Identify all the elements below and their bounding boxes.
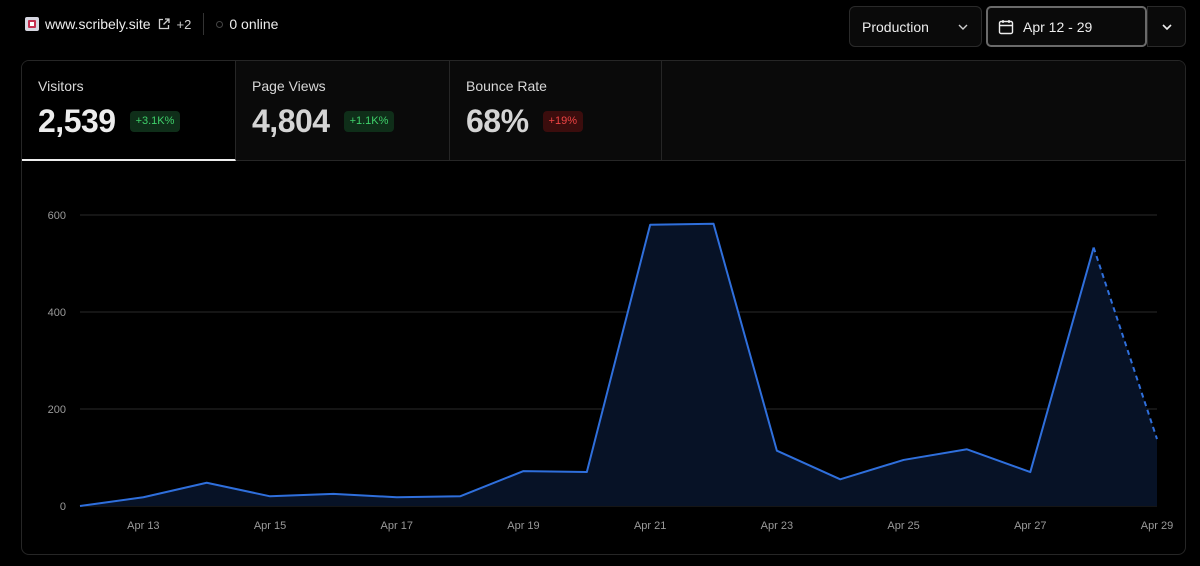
area-fill — [80, 223, 1157, 507]
stat-label: Page Views — [252, 78, 326, 94]
date-range-button[interactable]: Apr 12 - 29 — [986, 6, 1147, 47]
online-status-dot-icon — [216, 20, 224, 28]
y-tick-label: 200 — [48, 404, 66, 416]
online-count: 0 online — [229, 16, 279, 32]
x-tick-label: Apr 23 — [761, 520, 793, 532]
x-tick-label: Apr 27 — [1014, 520, 1046, 532]
top-bar: www.scribely.site +2 0 online Production… — [0, 0, 1200, 56]
series-line — [79, 222, 1095, 507]
x-tick-label: Apr 15 — [254, 520, 286, 532]
x-tick-label: Apr 17 — [381, 520, 413, 532]
site-favicon-icon — [25, 17, 39, 31]
projected-line-segment — [1092, 247, 1158, 440]
stat-value: 4,804 — [252, 103, 330, 139]
stat-change-badge: +19% — [542, 110, 583, 132]
stat-label: Visitors — [38, 78, 84, 94]
site-selector[interactable]: www.scribely.site +2 0 online — [25, 13, 279, 35]
stat-tab-visitors[interactable]: Visitors 2,539 +3.1K% — [22, 61, 236, 161]
external-link-icon[interactable] — [157, 17, 171, 31]
date-range-label: Apr 12 - 29 — [1023, 18, 1093, 35]
stat-value: 2,539 — [38, 103, 116, 139]
x-tick-label: Apr 19 — [507, 520, 539, 532]
stat-label: Bounce Rate — [466, 78, 547, 94]
y-tick-label: 600 — [48, 210, 66, 222]
header-divider — [203, 13, 205, 35]
y-tick-label: 0 — [60, 501, 66, 513]
y-tick-label: 400 — [48, 307, 66, 319]
site-name[interactable]: www.scribely.site — [45, 16, 151, 32]
environment-select[interactable]: Production — [849, 6, 982, 47]
date-range-dropdown-button[interactable] — [1147, 6, 1186, 47]
environment-label: Production — [862, 18, 929, 35]
visitors-chart[interactable]: 0 200 400 600 Apr 13 Apr 15 Apr 17 Apr 19 Apr 21… — [22, 161, 1185, 554]
calendar-icon — [998, 19, 1014, 34]
stat-tab-page-views[interactable]: Page Views 4,804 +1.1K% — [236, 61, 450, 161]
stats-tabs: Visitors 2,539 +3.1K% Page Views 4,804 +… — [22, 61, 662, 161]
stats-filler — [662, 61, 1185, 161]
x-tick-label: Apr 21 — [634, 520, 666, 532]
chart-svg: 0 200 400 600 Apr 13 Apr 15 Apr 17 Apr 19 Apr 21… — [48, 210, 1174, 532]
x-tick-label: Apr 29 — [1141, 520, 1173, 532]
x-tick-label: Apr 13 — [127, 520, 159, 532]
stat-change-badge: +1.1K% — [343, 110, 395, 132]
stat-tab-bounce-rate[interactable]: Bounce Rate 68% +19% — [450, 61, 662, 161]
stat-change-badge: +3.1K% — [129, 110, 181, 132]
chevron-down-icon — [958, 24, 968, 30]
chevron-down-icon — [1161, 23, 1172, 30]
x-tick-label: Apr 25 — [887, 520, 919, 532]
stat-value: 68% — [466, 103, 529, 139]
analytics-card: Visitors 2,539 +3.1K% Page Views 4,804 +… — [21, 60, 1186, 555]
more-sites-count[interactable]: +2 — [176, 16, 192, 32]
